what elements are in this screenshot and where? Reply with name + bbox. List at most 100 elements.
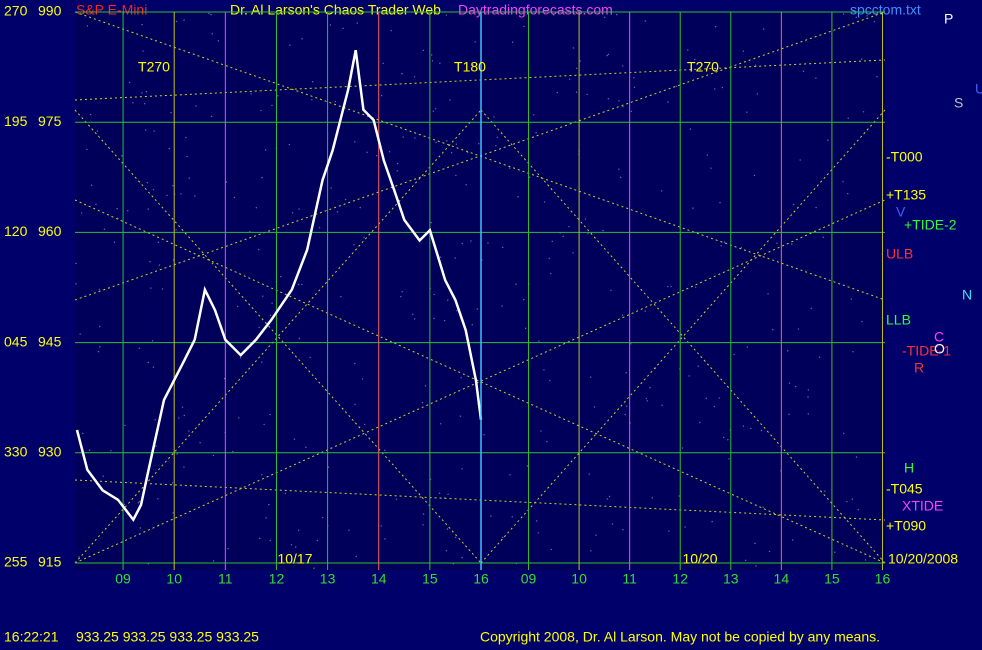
geometry-line (74, 11, 886, 301)
angle-label: 045 (4, 333, 28, 349)
star (607, 97, 610, 100)
star (375, 155, 378, 157)
cycle-label: T270 (138, 59, 170, 75)
star (186, 155, 188, 158)
star (543, 201, 546, 203)
star (456, 310, 458, 312)
star (78, 556, 80, 558)
star (263, 423, 265, 426)
star (171, 482, 174, 484)
star (145, 90, 148, 93)
star (354, 403, 356, 405)
star (269, 413, 271, 416)
star (794, 385, 797, 388)
star (615, 13, 618, 16)
star (298, 337, 300, 340)
star (847, 192, 849, 195)
star (538, 340, 540, 342)
star (79, 333, 81, 335)
price-top: 990 (38, 3, 62, 19)
star (579, 60, 581, 62)
star (366, 151, 368, 154)
star (694, 58, 696, 61)
star (353, 244, 355, 246)
right-label: H (904, 460, 914, 476)
x-tick-label: 14 (371, 571, 387, 587)
site: Daytradingforecasts.com (458, 2, 613, 18)
star (552, 14, 555, 16)
star (139, 527, 142, 529)
star (454, 536, 457, 538)
star (88, 449, 91, 451)
star (602, 229, 604, 232)
star (622, 106, 624, 108)
star (422, 524, 424, 526)
star (236, 305, 239, 308)
star (517, 195, 519, 198)
star (493, 116, 495, 118)
star (621, 314, 624, 316)
star (815, 77, 817, 79)
star (233, 196, 236, 199)
star (755, 565, 757, 567)
star (175, 229, 177, 231)
star (433, 317, 435, 320)
star (356, 22, 358, 24)
star (710, 167, 712, 169)
star (776, 242, 778, 244)
planet-letter: V (896, 204, 906, 220)
star (528, 176, 531, 178)
star (509, 474, 511, 476)
star (733, 353, 735, 356)
star (546, 440, 548, 443)
star (432, 110, 435, 112)
x-tick-label: 12 (269, 571, 285, 587)
y-tick-label: 960 (38, 223, 62, 239)
star (176, 453, 178, 455)
star (141, 92, 143, 94)
star (633, 77, 635, 79)
star (843, 432, 845, 435)
star (756, 93, 759, 95)
star (277, 95, 279, 97)
star (400, 295, 402, 298)
star (210, 13, 212, 16)
star (185, 136, 187, 139)
right-label: +T135 (886, 187, 926, 203)
geometry-line (480, 109, 886, 564)
star (624, 413, 626, 416)
star (604, 16, 606, 18)
star (523, 298, 525, 301)
star (309, 356, 311, 359)
x-tick-label: 10 (166, 571, 182, 587)
star (687, 49, 689, 51)
star (238, 417, 240, 419)
star (298, 208, 300, 210)
star (608, 495, 611, 498)
star (268, 503, 270, 506)
star (99, 346, 101, 348)
star (312, 81, 314, 83)
star (501, 536, 504, 539)
planet-letter: N (962, 287, 972, 303)
star (445, 549, 448, 552)
star (138, 347, 141, 349)
star (180, 193, 182, 195)
star (797, 328, 800, 330)
star (722, 436, 725, 439)
star (509, 167, 511, 169)
star (461, 468, 463, 470)
star (742, 425, 745, 427)
star (667, 101, 669, 103)
star (264, 149, 267, 151)
star (124, 424, 126, 427)
angle-label: 120 (4, 223, 28, 239)
star (144, 129, 147, 131)
star (447, 493, 449, 496)
title: Dr. Al Larson's Chaos Trader Web (230, 2, 441, 18)
star (470, 240, 472, 242)
star (116, 207, 118, 210)
x-tick-label: 12 (672, 571, 688, 587)
star (438, 492, 441, 495)
star (210, 115, 213, 118)
